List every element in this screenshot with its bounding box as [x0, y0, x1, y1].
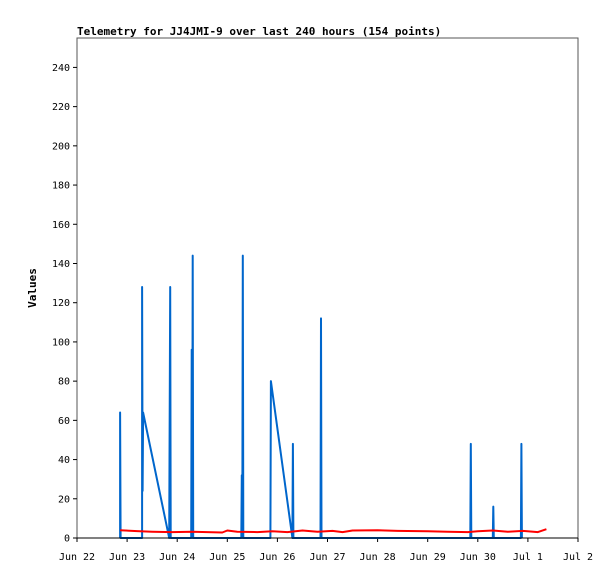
x-tick-label: Jun 23 — [109, 552, 145, 563]
series-line-0 — [119, 254, 523, 539]
x-tick-label: Jun 25 — [209, 552, 245, 563]
x-tick-label: Jun 24 — [159, 552, 195, 563]
y-tick-label: 140 — [52, 259, 70, 270]
y-tick-label: 240 — [52, 63, 70, 74]
x-tick-label: Jun 29 — [410, 552, 446, 563]
x-tick-label: Jul 1 — [513, 552, 543, 563]
y-tick-label: 60 — [58, 416, 70, 427]
series-line-1 — [120, 528, 547, 534]
y-axis-label: Values — [26, 268, 39, 308]
x-tick-label: Jun 27 — [309, 552, 345, 563]
chart-title: Telemetry for JJ4JMI-9 over last 240 hou… — [77, 25, 441, 38]
y-tick-label: 220 — [52, 102, 70, 113]
x-tick-label: Jun 26 — [259, 552, 295, 563]
x-tick-label: Jun 28 — [360, 552, 396, 563]
y-axis: 0 20 40 60 80 100 120 140 160 180 200 220 240 — [52, 63, 77, 545]
x-tick-label: Jun 22 — [59, 552, 95, 563]
y-tick-label: 200 — [52, 141, 70, 152]
x-tick-label: Jun 30 — [460, 552, 496, 563]
x-axis: Jun 22 Jun 23 Jun 24 Jun 25 Jun 26 Jun 27 Jun … — [59, 538, 593, 563]
y-tick-label: 0 — [64, 534, 70, 545]
series-group — [77, 254, 578, 539]
y-tick-label: 80 — [58, 377, 70, 388]
y-tick-label: 160 — [52, 220, 70, 231]
y-tick-label: 120 — [52, 298, 70, 309]
y-tick-label: 180 — [52, 181, 70, 192]
y-tick-label: 40 — [58, 455, 70, 466]
plot-frame — [76, 37, 579, 539]
x-tick-label: Jul 2 — [563, 552, 593, 563]
y-tick-label: 20 — [58, 494, 70, 505]
y-tick-label: 100 — [52, 337, 70, 348]
